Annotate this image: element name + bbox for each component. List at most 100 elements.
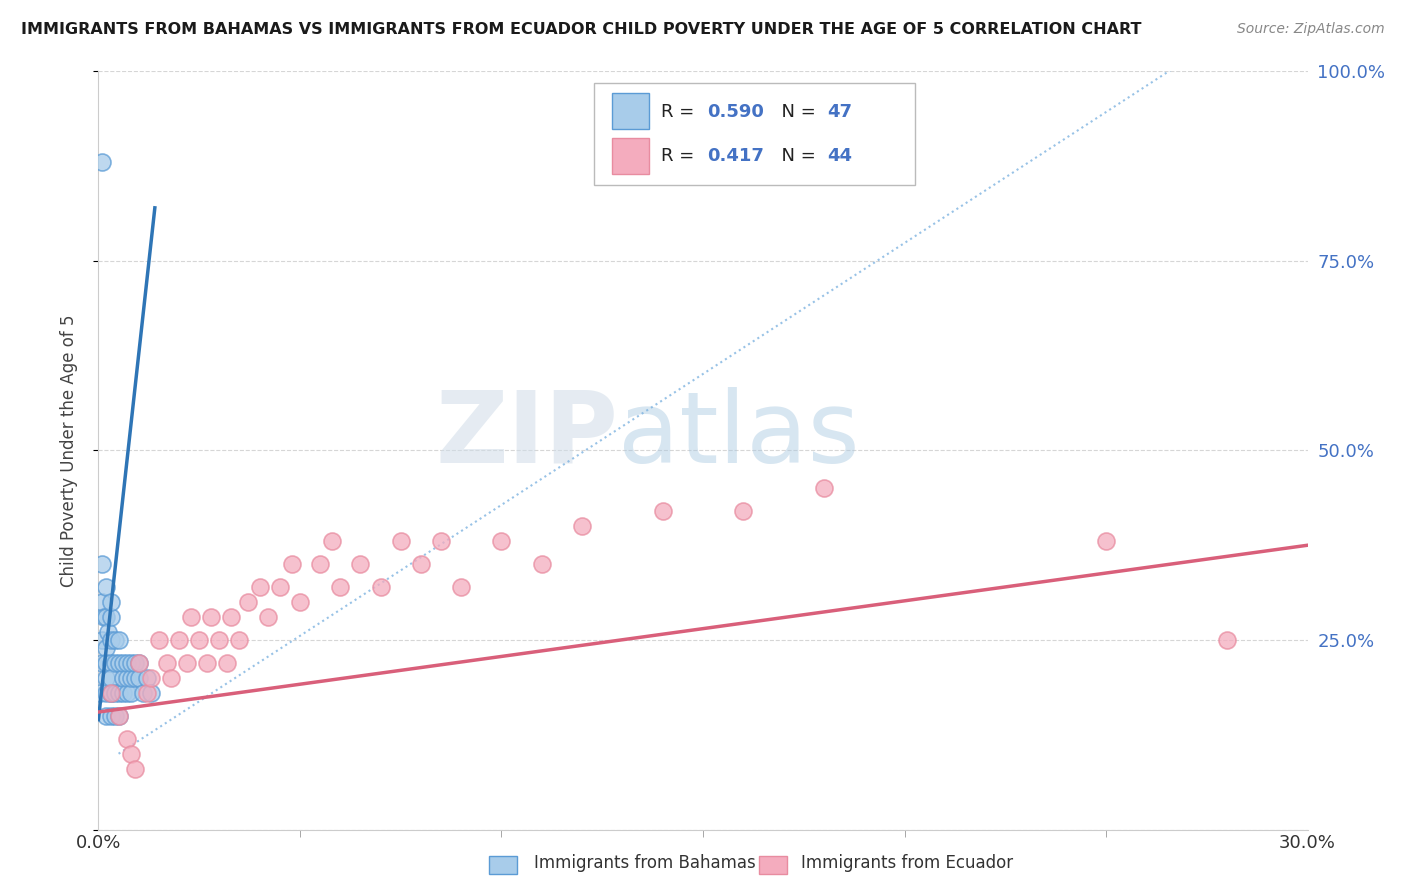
Point <box>195 656 218 670</box>
Point <box>111 686 134 700</box>
Point <box>349 557 371 572</box>
Point <box>107 633 129 648</box>
Point <box>120 747 142 761</box>
Bar <box>613 93 648 129</box>
Text: N =: N = <box>769 146 821 165</box>
Text: 0.417: 0.417 <box>707 146 763 165</box>
Point <box>256 610 278 624</box>
Text: 47: 47 <box>828 103 852 121</box>
Point <box>103 656 125 670</box>
Point <box>115 671 138 685</box>
Point <box>107 708 129 723</box>
Text: N =: N = <box>769 103 821 121</box>
Point <box>97 625 120 640</box>
Point <box>281 557 304 572</box>
Point <box>96 610 118 624</box>
Point <box>120 671 142 685</box>
Y-axis label: Child Poverty Under the Age of 5: Child Poverty Under the Age of 5 <box>59 314 77 587</box>
Point <box>107 708 129 723</box>
Point <box>221 610 243 624</box>
Point <box>96 656 118 670</box>
Point <box>571 519 593 533</box>
Point <box>91 155 114 169</box>
Point <box>107 656 129 670</box>
Text: Immigrants from Ecuador: Immigrants from Ecuador <box>801 855 1014 872</box>
Point <box>309 557 332 572</box>
Text: IMMIGRANTS FROM BAHAMAS VS IMMIGRANTS FROM ECUADOR CHILD POVERTY UNDER THE AGE O: IMMIGRANTS FROM BAHAMAS VS IMMIGRANTS FR… <box>21 22 1142 37</box>
Point <box>128 671 150 685</box>
Text: Immigrants from Bahamas: Immigrants from Bahamas <box>534 855 756 872</box>
Point <box>321 534 343 549</box>
Point <box>100 671 122 685</box>
Point <box>288 595 311 609</box>
Point <box>128 656 150 670</box>
Point <box>180 610 202 624</box>
Text: R =: R = <box>661 103 700 121</box>
Point <box>124 656 146 670</box>
Point <box>228 633 250 648</box>
Point <box>733 504 755 518</box>
Point <box>115 731 138 746</box>
Point <box>111 671 134 685</box>
Point <box>96 686 118 700</box>
Point <box>124 762 146 776</box>
Point <box>156 656 179 670</box>
Text: 0.590: 0.590 <box>707 103 763 121</box>
Text: Source: ZipAtlas.com: Source: ZipAtlas.com <box>1237 22 1385 37</box>
Point <box>135 671 157 685</box>
Text: atlas: atlas <box>619 387 860 483</box>
Point <box>651 504 673 518</box>
Text: R =: R = <box>661 146 700 165</box>
Point <box>1216 633 1239 648</box>
Point <box>148 633 170 648</box>
Point <box>91 633 114 648</box>
Bar <box>613 137 648 174</box>
Point <box>813 482 835 496</box>
Point <box>100 686 122 700</box>
Point <box>100 708 122 723</box>
Point <box>269 580 291 594</box>
Point <box>91 595 114 609</box>
Point <box>188 633 211 648</box>
Point <box>103 633 125 648</box>
Point <box>91 656 114 670</box>
Point <box>115 656 138 670</box>
Point <box>450 580 472 594</box>
Point <box>96 580 118 594</box>
Point <box>217 656 239 670</box>
Point <box>96 671 118 685</box>
Point <box>124 671 146 685</box>
Point <box>100 656 122 670</box>
Point <box>115 686 138 700</box>
Point <box>249 580 271 594</box>
Point <box>200 610 222 624</box>
Text: 44: 44 <box>828 146 852 165</box>
Point <box>430 534 453 549</box>
Point <box>160 671 183 685</box>
Point <box>176 656 198 670</box>
Point <box>120 656 142 670</box>
Point <box>91 557 114 572</box>
Point <box>107 686 129 700</box>
Point <box>100 633 122 648</box>
Point <box>139 671 162 685</box>
Point <box>530 557 553 572</box>
Point <box>491 534 513 549</box>
Point <box>139 686 162 700</box>
Text: ZIP: ZIP <box>436 387 619 483</box>
Point <box>128 656 150 670</box>
Point <box>370 580 392 594</box>
Point <box>96 640 118 655</box>
FancyBboxPatch shape <box>595 83 915 186</box>
Point <box>132 686 155 700</box>
Point <box>93 610 115 624</box>
Point <box>389 534 412 549</box>
Point <box>100 686 122 700</box>
Point <box>103 708 125 723</box>
Point <box>100 610 122 624</box>
Point <box>111 656 134 670</box>
Point <box>236 595 259 609</box>
Point <box>208 633 231 648</box>
Point <box>89 686 111 700</box>
Point <box>100 686 122 700</box>
